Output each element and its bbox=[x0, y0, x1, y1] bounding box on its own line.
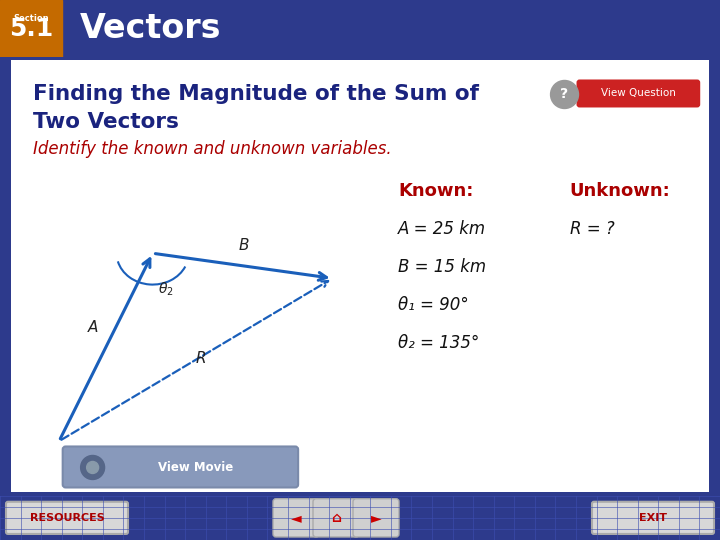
Text: ⌂: ⌂ bbox=[331, 511, 341, 525]
Text: View Movie: View Movie bbox=[158, 461, 233, 474]
FancyBboxPatch shape bbox=[577, 79, 701, 107]
Text: 5.1: 5.1 bbox=[9, 17, 53, 41]
Text: Two Vectors: Two Vectors bbox=[32, 112, 179, 132]
Text: R: R bbox=[196, 351, 207, 366]
Text: EXIT: EXIT bbox=[639, 513, 667, 523]
Text: Section: Section bbox=[13, 14, 49, 23]
Text: ◄: ◄ bbox=[291, 511, 301, 525]
Text: ?: ? bbox=[560, 87, 569, 102]
Text: θ₂ = 135°: θ₂ = 135° bbox=[398, 334, 480, 353]
FancyBboxPatch shape bbox=[6, 502, 128, 534]
Text: ►: ► bbox=[371, 511, 382, 525]
FancyBboxPatch shape bbox=[313, 499, 359, 537]
Text: B: B bbox=[239, 238, 250, 253]
Text: B = 15 km: B = 15 km bbox=[398, 259, 486, 276]
Text: Vectors: Vectors bbox=[80, 12, 222, 45]
Text: θ₁ = 90°: θ₁ = 90° bbox=[398, 296, 469, 314]
Text: R = ?: R = ? bbox=[570, 220, 614, 239]
Bar bbox=[0, 0, 62, 57]
Text: Finding the Magnitude of the Sum of: Finding the Magnitude of the Sum of bbox=[32, 84, 479, 104]
Text: Identify the known and unknown variables.: Identify the known and unknown variables… bbox=[32, 140, 392, 158]
Text: Unknown:: Unknown: bbox=[570, 183, 670, 200]
FancyBboxPatch shape bbox=[273, 499, 319, 537]
Text: View Question: View Question bbox=[601, 89, 676, 98]
Text: A: A bbox=[88, 320, 98, 335]
FancyBboxPatch shape bbox=[63, 447, 298, 488]
Circle shape bbox=[551, 80, 578, 109]
Text: Known:: Known: bbox=[398, 183, 473, 200]
FancyBboxPatch shape bbox=[6, 57, 714, 496]
Circle shape bbox=[86, 462, 99, 474]
FancyBboxPatch shape bbox=[592, 502, 714, 534]
Text: $\theta_2$: $\theta_2$ bbox=[158, 281, 174, 299]
Text: A = 25 km: A = 25 km bbox=[398, 220, 486, 239]
FancyBboxPatch shape bbox=[353, 499, 399, 537]
Circle shape bbox=[81, 455, 104, 480]
Text: RESOURCES: RESOURCES bbox=[30, 513, 104, 523]
